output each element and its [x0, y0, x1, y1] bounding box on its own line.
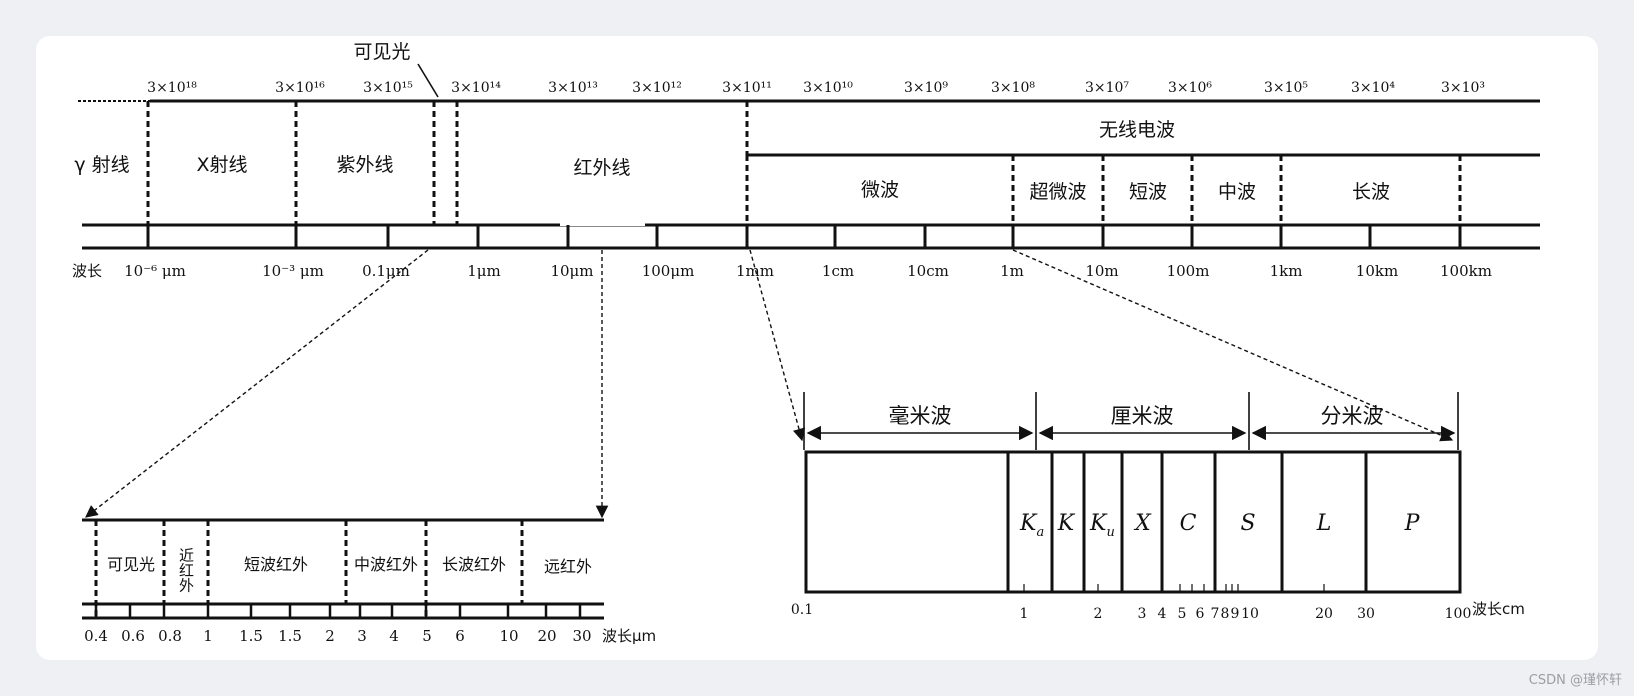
mw-group-cm: 厘米波: [1111, 404, 1174, 428]
freq-label: 3×10¹⁸: [147, 80, 197, 96]
wavelength-label: 10km: [1356, 262, 1398, 280]
mw-group-mm: 毫米波: [889, 404, 952, 428]
freq-label: 3×10¹⁴: [451, 80, 501, 96]
wavelength-label: 10μm: [550, 262, 593, 280]
radio-band-short: 短波: [1129, 181, 1167, 203]
wavelength-label: 100m: [1167, 262, 1210, 280]
ir-tick: 1.5: [278, 627, 302, 645]
ir-band-near: 近红外: [177, 548, 195, 593]
mw-tick: 2: [1094, 606, 1103, 622]
ir-tick: 4: [389, 627, 399, 645]
watermark: CSDN @瑾怀轩: [1529, 673, 1622, 688]
wavelength-label: 100μm: [642, 262, 695, 280]
freq-label: 3×10⁴: [1351, 80, 1395, 96]
mw-tick: 9: [1231, 606, 1240, 622]
freq-label: 3×10¹⁶: [275, 80, 325, 96]
ir-band-short: 短波红外: [244, 555, 308, 574]
freq-label: 3×10⁸: [991, 80, 1035, 96]
wavelength-label: 100km: [1440, 262, 1492, 280]
wavelength-label: 10cm: [907, 262, 949, 280]
ir-band-far: 远红外: [544, 557, 592, 576]
wavelength-label: 1mm: [736, 262, 774, 280]
ir-band-visible: 可见光: [107, 555, 155, 574]
mw-tick: 100: [1445, 606, 1472, 622]
ir-tick: 5: [422, 627, 432, 645]
ir-tick: 0.6: [121, 627, 145, 645]
mw-band-s: S: [1240, 511, 1255, 536]
ir-tick: 0.8: [158, 627, 182, 645]
freq-label: 3×10¹¹: [722, 80, 772, 96]
ir-tick: 0.4: [84, 627, 108, 645]
mw-tick: 20: [1315, 606, 1333, 622]
ir-tick: 3: [357, 627, 367, 645]
ir-tick: 6: [455, 627, 465, 645]
wavelength-label: 10⁻³ μm: [262, 262, 324, 280]
mw-unit: 波长cm: [1472, 600, 1525, 618]
ir-tick: 1: [203, 627, 213, 645]
diagram-card: [36, 36, 1598, 660]
freq-label: 3×10⁵: [1264, 80, 1308, 96]
mw-tick: 4: [1158, 606, 1167, 622]
radio-band-microwave: 微波: [861, 179, 899, 201]
radio-band-medium: 中波: [1218, 181, 1256, 203]
freq-label: 3×10¹⁰: [803, 80, 853, 96]
microwave-detail: [803, 392, 1462, 594]
ir-tick: 30: [572, 627, 591, 645]
main-spectrum: [78, 63, 1540, 250]
ir-band-long: 长波红外: [442, 555, 506, 574]
wavelength-label: 10m: [1085, 262, 1118, 280]
mw-band-k: K: [1057, 511, 1076, 536]
mw-tick: 10: [1241, 606, 1259, 622]
mw-band-l: L: [1316, 511, 1332, 536]
freq-label: 3×10¹²: [632, 80, 682, 96]
ir-tick: 10: [499, 627, 518, 645]
wavelength-label: 1μm: [467, 262, 501, 280]
freq-label: 3×10⁹: [904, 80, 948, 96]
freq-label: 3×10⁷: [1085, 80, 1129, 96]
band-label-uv: 紫外线: [336, 154, 393, 176]
wavelength-label: 1km: [1270, 262, 1303, 280]
wavelength-prefix: 波长: [72, 262, 102, 280]
zoom-arrows: [85, 249, 1454, 519]
wavelength-label: 1cm: [822, 262, 854, 280]
mw-group-dm: 分米波: [1321, 404, 1384, 428]
ir-tick: 1.5: [239, 627, 263, 645]
mw-band-c: C: [1180, 511, 1197, 536]
freq-label: 3×10³: [1441, 80, 1485, 96]
radio-band-ultra: 超微波: [1029, 181, 1086, 203]
wavelength-label: 1m: [1000, 262, 1024, 280]
band-label-xray: X射线: [196, 154, 247, 176]
mw-tick: 1: [1020, 606, 1029, 622]
mw-tick: 5: [1178, 606, 1187, 622]
mw-tick: 0.1: [791, 602, 813, 618]
mw-band-p: P: [1404, 511, 1421, 536]
wavelength-label: 10⁻⁶ μm: [124, 262, 186, 280]
band-label-gamma: γ 射线: [74, 154, 129, 176]
ir-tick: 2: [325, 627, 335, 645]
radio-band-long: 长波: [1352, 181, 1390, 203]
band-label-infrared: 红外线: [573, 157, 630, 179]
freq-label: 3×10¹⁵: [363, 80, 413, 96]
ir-unit: 波长μm: [602, 627, 656, 645]
mw-tick: 7: [1211, 606, 1220, 622]
freq-label: 3×10⁶: [1168, 80, 1212, 96]
mw-tick: 8: [1221, 606, 1230, 622]
wavelength-label: 0.1μm: [362, 262, 410, 280]
freq-label: 3×10¹³: [548, 80, 598, 96]
mw-band-x: X: [1133, 511, 1152, 536]
radio-waves-label: 无线电波: [1099, 119, 1175, 141]
ir-tick: 20: [537, 627, 556, 645]
mw-tick: 6: [1196, 606, 1205, 622]
mw-band-ku: Ku: [1089, 511, 1115, 540]
mw-band-ka: Ka: [1019, 511, 1044, 540]
infrared-detail: [82, 518, 604, 620]
mw-tick: 30: [1357, 606, 1375, 622]
visible-light-label: 可见光: [353, 41, 410, 63]
ir-band-medium: 中波红外: [354, 555, 418, 574]
mw-tick: 3: [1138, 606, 1147, 622]
